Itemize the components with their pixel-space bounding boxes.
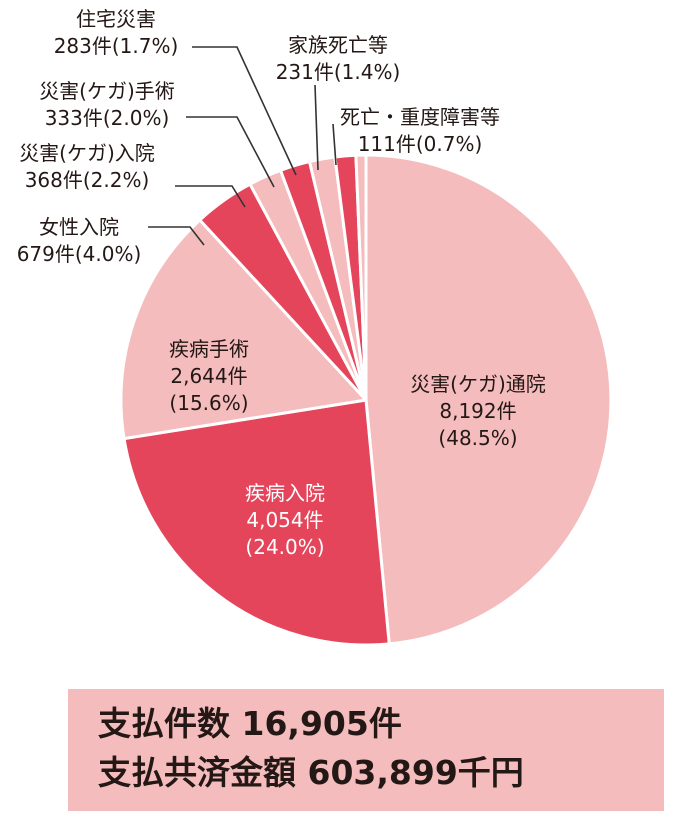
leader-line [186, 116, 275, 188]
slice-labels: 災害(ケガ)通院 8,192件(48.5%) 疾病入院 4,054件(24.0%) 疾病… [17, 7, 546, 559]
slice-label: 女性入院 679件(4.0%) [17, 215, 142, 266]
leader-line [314, 84, 319, 171]
leader-line [148, 226, 205, 246]
slice-label: 災害(ケガ)手術 333件(2.0%) [39, 79, 175, 130]
pie-slices [119, 153, 613, 647]
slice-label: 災害(ケガ)入院 368件(2.2%) [19, 141, 155, 192]
leader-line [332, 123, 337, 166]
pie-slice [354, 153, 368, 402]
slice-label: 住宅災害 283件(1.7%) [54, 7, 179, 58]
pie-slice [364, 153, 613, 646]
total-amount: 支払共済金額 603,899千円 [98, 753, 524, 792]
leader-line [175, 185, 246, 208]
slice-label: 災害(ケガ)通院 8,192件(48.5%) [410, 372, 546, 450]
leader-lines [148, 46, 337, 246]
slice-label: 死亡・重度障害等 111件(0.7%) [340, 105, 500, 156]
slice-label: 家族死亡等 231件(1.4%) [276, 33, 401, 84]
slice-label: 疾病手術 2,644件(15.6%) [169, 337, 249, 415]
pie-chart: 災害(ケガ)通院 8,192件(48.5%) 疾病入院 4,054件(24.0%) 疾病… [17, 7, 613, 647]
total-payments: 支払件数 16,905件 [98, 704, 402, 743]
leader-line [192, 46, 297, 176]
slice-label: 疾病入院 4,054件(24.0%) [245, 481, 325, 559]
pie-slice [122, 398, 391, 647]
pie-slice [119, 218, 368, 441]
summary-panel: 支払件数 16,905件 支払共済金額 603,899千円 [68, 689, 664, 811]
